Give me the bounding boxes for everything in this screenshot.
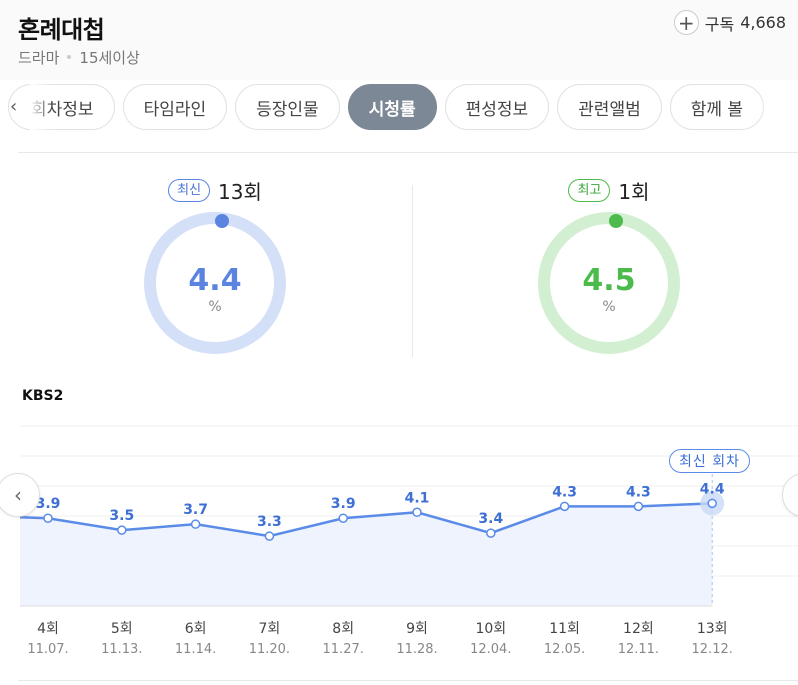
x-tick-date: 12.04. xyxy=(470,642,511,657)
best-episode: 1회 xyxy=(618,180,650,204)
data-point xyxy=(264,531,275,541)
tab-list: 회차정보 타임라인 등장인물 시청률 편성정보 관련앨범 함께 볼 xyxy=(8,84,765,130)
chevron-left-icon: ‹ xyxy=(14,483,22,507)
x-tick-date: 11.07. xyxy=(27,642,68,657)
divider xyxy=(412,185,413,357)
plus-icon: + xyxy=(673,10,699,35)
x-tick-label: 10회 xyxy=(475,621,506,637)
divider xyxy=(18,152,798,153)
chevron-left-icon[interactable]: ‹ xyxy=(10,96,18,117)
age-rating-label: 15세이상 xyxy=(79,49,140,67)
x-tick-date: 11.20. xyxy=(249,642,290,657)
tab-5[interactable]: 편성정보 xyxy=(444,84,550,130)
data-label: 4.1 xyxy=(405,490,430,506)
area-fill xyxy=(20,503,713,606)
latest-rating-unit: % xyxy=(208,299,222,315)
data-point xyxy=(43,513,53,523)
data-label: 3.5 xyxy=(109,508,134,524)
latest-badge: 최신 xyxy=(168,179,211,202)
x-tick-label: 13회 xyxy=(697,621,728,637)
tab-bar: 회차정보 타임라인 등장인물 시청률 편성정보 관련앨범 함께 볼 ‹ xyxy=(0,84,798,130)
tab-7[interactable]: 함께 볼 xyxy=(669,84,765,130)
x-tick-date: 12.12. xyxy=(692,642,733,657)
x-tick-date: 12.05. xyxy=(544,642,585,657)
subscribe-count: 4,668 xyxy=(740,13,786,32)
divider xyxy=(18,680,798,681)
data-label: 3.9 xyxy=(36,496,61,512)
latest-episode: 13회 xyxy=(218,180,262,204)
best-badge: 최고 xyxy=(568,179,611,202)
data-point xyxy=(190,519,201,529)
x-tick-label: 11회 xyxy=(549,621,580,637)
x-tick-label: 5회 xyxy=(111,621,133,637)
genre-label: 드라마 xyxy=(18,49,60,67)
tab-6[interactable]: 관련앨범 xyxy=(557,84,662,130)
tab-2[interactable]: 타임라인 xyxy=(122,84,228,130)
data-label: 3.4 xyxy=(478,511,503,527)
data-point xyxy=(338,513,348,523)
meta-separator-dot xyxy=(67,55,72,59)
data-label: 4.3 xyxy=(626,484,651,500)
data-point xyxy=(559,501,570,512)
best-rating-unit: % xyxy=(602,299,616,315)
x-tick-label: 6회 xyxy=(185,621,207,637)
data-point xyxy=(117,525,127,535)
data-label: 3.9 xyxy=(331,496,356,512)
x-tick-label: 9회 xyxy=(406,621,428,637)
x-tick-date: 11.13. xyxy=(101,642,142,657)
rating-line-chart: 3.9 4회 11.07. 3.5 5회 11.13. 3.7 6회 11.14. 3.3 7회 11… xyxy=(19,425,798,657)
data-label: 4.3 xyxy=(552,484,577,500)
x-tick-label: 7회 xyxy=(259,621,281,637)
latest-rating-panel: 최신 13회 4.4 % xyxy=(65,170,365,370)
latest-rating-ring xyxy=(144,212,286,354)
best-rating-ring xyxy=(538,212,680,354)
best-rating-panel: 최고 1회 4.5 % xyxy=(459,170,759,370)
program-header: 혼례대첩 드라마 15세이상 + 구독 4,668 xyxy=(0,0,798,80)
x-tick-date: 11.27. xyxy=(323,642,364,657)
data-point xyxy=(486,528,496,538)
tab-4[interactable]: 시청률 xyxy=(347,84,437,130)
x-tick-label: 4회 xyxy=(37,621,59,637)
x-tick-date: 11.28. xyxy=(396,642,437,657)
data-label: 3.7 xyxy=(183,502,208,518)
data-point xyxy=(707,498,717,509)
data-label: 4.4 xyxy=(700,481,725,497)
latest-rating-value: 4.4 xyxy=(188,263,242,298)
chart-prev-button[interactable]: ‹ xyxy=(0,473,40,517)
x-tick-date: 12.11. xyxy=(618,642,659,657)
data-point xyxy=(412,507,422,518)
latest-episode-tag: 최신 회차 xyxy=(669,449,750,473)
subscribe-button[interactable]: + 구독 4,668 xyxy=(673,10,786,35)
x-tick-date: 11.14. xyxy=(175,642,216,657)
program-title: 혼례대첩 xyxy=(18,16,105,44)
x-tick-label: 12회 xyxy=(623,621,654,637)
x-tick-label: 8회 xyxy=(332,621,354,637)
data-label: 3.3 xyxy=(257,514,282,530)
subscribe-label: 구독 xyxy=(704,14,735,34)
program-meta: 드라마 15세이상 xyxy=(18,47,140,68)
best-rating-value: 4.5 xyxy=(582,263,636,298)
tab-1[interactable]: 회차정보 xyxy=(8,84,115,130)
tab-3[interactable]: 등장인물 xyxy=(235,84,340,130)
data-point xyxy=(633,501,644,512)
network-label: KBS2 xyxy=(22,388,64,404)
